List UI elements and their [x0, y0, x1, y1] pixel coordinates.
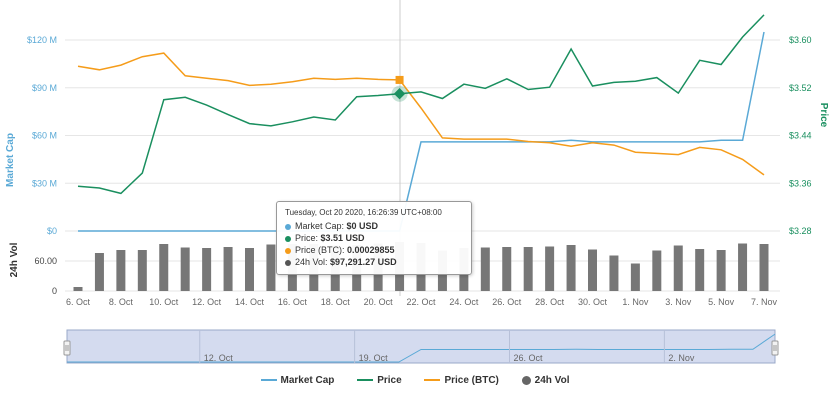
price-dot-icon — [285, 235, 291, 242]
volume-bar — [480, 247, 490, 291]
navigator[interactable]: 12. Oct 19. Oct 26. Oct 2. Nov — [63, 329, 779, 364]
price-tick-label: $3.36 — [789, 178, 812, 188]
market-chart[interactable]: $0$30 M$60 M$90 M$120 M $3.28$3.36$3.44$… — [0, 0, 830, 372]
navigator-tick-label: 12. Oct — [204, 353, 234, 363]
x-tick-label: 16. Oct — [278, 297, 308, 307]
navigator-tick-label: 19. Oct — [359, 353, 389, 363]
x-axis: 6. Oct 8. Oct 10. Oct 12. Oct 14. Oct 16. Oct… — [66, 297, 778, 307]
navigator-left-handle[interactable] — [63, 340, 71, 356]
legend-item-price[interactable]: Price — [357, 375, 402, 386]
price-tick-label: $3.60 — [789, 35, 812, 45]
market-cap-tick-label: $30 M — [32, 178, 57, 188]
volume-bar — [523, 247, 533, 291]
legend-item-volume[interactable]: 24h Vol — [521, 375, 570, 386]
navigator-right-handle[interactable] — [771, 340, 779, 356]
price-btc-line — [77, 52, 765, 176]
volume-dot-icon — [285, 259, 291, 266]
x-tick-label: 30. Oct — [578, 297, 608, 307]
navigator-tick-label: 26. Oct — [514, 353, 544, 363]
navigator-series — [67, 333, 776, 363]
price-line-icon — [357, 379, 374, 382]
x-tick-label: 28. Oct — [535, 297, 565, 307]
tooltip-row-market-cap: Market Cap: $0 USD — [285, 220, 463, 232]
x-tick-label: 6. Oct — [66, 297, 91, 307]
price-btc-dot-icon — [285, 247, 291, 254]
x-tick-label: 5. Nov — [708, 297, 735, 307]
volume-bar — [566, 245, 576, 291]
market-cap-line — [78, 31, 765, 232]
price-axis-title: Price — [818, 103, 829, 128]
tooltip-row-price-btc: Price (BTC): 0.00029855 — [285, 244, 463, 256]
volume-bar — [652, 250, 662, 291]
x-tick-label: 20. Oct — [364, 297, 394, 307]
volume-bar — [73, 287, 83, 291]
navigator-window[interactable] — [66, 329, 776, 364]
market-cap-line-icon — [260, 379, 277, 382]
x-tick-label: 1. Nov — [622, 297, 649, 307]
market-cap-axis-title: Market Cap — [5, 133, 16, 187]
chart-legend: Market Cap Price Price (BTC) 24h Vol — [0, 375, 830, 393]
tooltip-row-volume: 24h Vol: $97,291.27 USD — [285, 256, 463, 268]
x-tick-label: 7. Nov — [751, 297, 778, 307]
volume-bar — [180, 247, 190, 291]
x-tick-label: 22. Oct — [406, 297, 436, 307]
hover-markers — [391, 75, 408, 102]
price-tick-label: $3.28 — [789, 226, 812, 236]
volume-bar — [137, 250, 147, 291]
market-cap-tick-label: $0 — [47, 226, 57, 236]
volume-axis-title: 24h Vol — [9, 242, 20, 277]
price-tick-label: $3.44 — [789, 131, 812, 141]
x-tick-label: 8. Oct — [109, 297, 134, 307]
volume-tick-label: 0 — [52, 286, 57, 296]
volume-bar — [94, 253, 104, 291]
price-btc-line-icon — [424, 379, 441, 382]
market-cap-axis: $0 $30 M $60 M $90 M $120 M — [27, 35, 57, 236]
volume-bar — [609, 255, 619, 291]
volume-bar — [695, 249, 705, 291]
volume-bar — [266, 244, 276, 291]
volume-bar — [159, 244, 169, 291]
price-axis: $3.28 $3.36 $3.44 $3.52 $3.60 — [789, 35, 812, 236]
market-cap-tick-label: $60 M — [32, 131, 57, 141]
tooltip: Tuesday, Oct 20 2020, 16:26:39 UTC+08:00… — [276, 201, 472, 275]
price-tick-label: $3.52 — [789, 83, 812, 93]
volume-bar — [588, 249, 597, 291]
x-tick-label: 12. Oct — [192, 297, 222, 307]
volume-tick-label: 60.00 — [34, 256, 57, 266]
navigator-tick-label: 2. Nov — [668, 353, 695, 363]
x-tick-label: 26. Oct — [492, 297, 522, 307]
market-cap-tick-label: $90 M — [32, 83, 57, 93]
x-tick-label: 18. Oct — [321, 297, 351, 307]
volume-bar — [738, 243, 748, 291]
volume-bar — [245, 248, 254, 291]
price-btc-hover-marker — [395, 75, 404, 84]
volume-bar — [759, 244, 769, 291]
volume-bar — [630, 263, 640, 291]
x-tick-label: 14. Oct — [235, 297, 265, 307]
volume-bar — [502, 247, 512, 291]
volume-axis: 060.00 — [34, 256, 57, 296]
series-lines — [77, 14, 765, 232]
volume-bar — [202, 248, 212, 291]
x-tick-label: 3. Nov — [665, 297, 692, 307]
volume-bar — [716, 250, 726, 291]
legend-item-market-cap[interactable]: Market Cap — [260, 375, 334, 386]
market-cap-dot-icon — [285, 223, 291, 230]
x-tick-label: 10. Oct — [149, 297, 179, 307]
volume-bar — [673, 245, 683, 291]
volume-bar — [116, 250, 126, 291]
tooltip-timestamp: Tuesday, Oct 20 2020, 16:26:39 UTC+08:00 — [285, 208, 442, 217]
tooltip-row-price: Price: $3.51 USD — [285, 232, 463, 244]
legend-item-price-btc[interactable]: Price (BTC) — [424, 375, 499, 386]
volume-dot-icon — [521, 375, 531, 385]
price-line — [77, 14, 765, 195]
volume-bar — [223, 247, 233, 291]
market-cap-tick-label: $120 M — [27, 35, 57, 45]
volume-bar — [545, 246, 555, 291]
x-tick-label: 24. Oct — [449, 297, 479, 307]
